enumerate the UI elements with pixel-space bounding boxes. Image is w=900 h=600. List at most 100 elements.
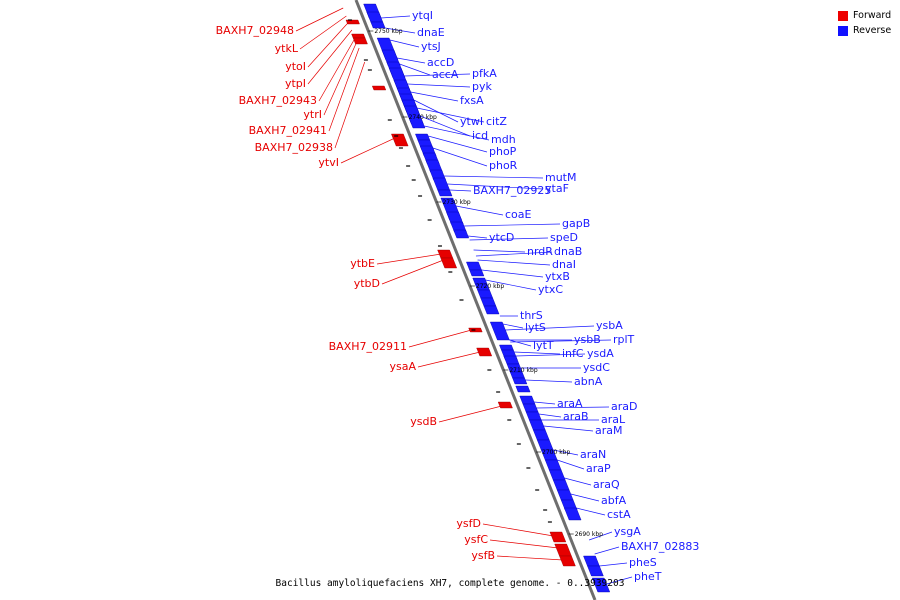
forward-gene-label[interactable]: ytbD <box>354 277 380 290</box>
forward-leader-line <box>340 137 396 164</box>
reverse-gene-label[interactable]: gapB <box>562 217 590 230</box>
reverse-gene-label[interactable]: accD <box>427 56 454 69</box>
reverse-gene-label[interactable]: infC <box>562 347 584 360</box>
forward-gene <box>437 249 454 259</box>
reverse-gene-label[interactable]: pheT <box>634 570 662 583</box>
forward-gene <box>549 531 567 543</box>
reverse-gene-label[interactable]: dnaB <box>554 245 582 258</box>
reverse-gene-label[interactable]: BAXH7_02925 <box>473 184 551 197</box>
reverse-gene-label[interactable]: ysdC <box>583 361 610 374</box>
reverse-gene-label[interactable]: mdh <box>491 133 516 146</box>
reverse-gene-label[interactable]: dnaI <box>552 258 576 271</box>
reverse-gene-label[interactable]: citZ <box>486 115 507 128</box>
reverse-gene-label[interactable]: ysgA <box>614 525 641 538</box>
reverse-gene-label[interactable]: abnA <box>574 375 603 388</box>
forward-gene-label[interactable]: ysdB <box>410 415 437 428</box>
reverse-gene-label[interactable]: thrS <box>520 309 543 322</box>
forward-leader-line <box>323 41 358 116</box>
forward-gene-label[interactable]: BAXH7_02948 <box>216 24 294 37</box>
reverse-gene-label[interactable]: phoP <box>489 145 517 158</box>
forward-gene-label[interactable]: ytoI <box>285 60 306 73</box>
reverse-gene-label[interactable]: mutM <box>545 171 577 184</box>
reverse-leader-line <box>525 379 573 383</box>
forward-gene <box>554 543 572 557</box>
reverse-gene-label[interactable]: araQ <box>593 478 620 491</box>
reverse-gene <box>453 229 470 239</box>
reverse-gene <box>403 105 426 129</box>
forward-leader-line <box>318 37 356 102</box>
forward-leader-line <box>334 61 366 149</box>
reverse-leader-line <box>469 237 549 241</box>
reverse-gene <box>548 469 566 481</box>
reverse-gene-label[interactable]: araD <box>611 400 637 413</box>
reverse-gene-label[interactable]: ysbB <box>574 333 601 346</box>
reverse-leader-line <box>413 99 459 123</box>
reverse-gene-label[interactable]: coaE <box>505 208 532 221</box>
reverse-leader-line <box>505 325 595 331</box>
reverse-gene-label[interactable]: araA <box>557 397 583 410</box>
reverse-gene-label[interactable]: ytxB <box>545 270 570 283</box>
reverse-gene-label[interactable]: ytqI <box>412 9 433 22</box>
forward-gene-label[interactable]: BAXH7_02938 <box>255 141 333 154</box>
forward-gene-label[interactable]: ysfD <box>456 517 481 530</box>
reverse-gene-label[interactable]: nrdR <box>527 245 553 258</box>
reverse-leader-line <box>407 83 471 88</box>
reverse-gene-label[interactable]: lytT <box>533 339 554 352</box>
kbp-tick-label: 2700 kbp <box>542 449 570 456</box>
forward-gene-label[interactable]: ytvI <box>318 156 339 169</box>
reverse-gene-label[interactable]: pfkA <box>472 67 497 80</box>
reverse-gene-label[interactable]: araB <box>563 410 589 423</box>
map-caption: Bacillus amyloliquefaciens XH7, complete… <box>275 578 625 589</box>
forward-gene-label[interactable]: ytrI <box>303 108 322 121</box>
reverse-gene <box>477 289 493 299</box>
reverse-gene-label[interactable]: cstA <box>607 508 631 521</box>
reverse-gene-label[interactable]: dnaE <box>417 26 445 39</box>
forward-gene-label[interactable]: ytbE <box>350 257 375 270</box>
reverse-gene-label[interactable]: ytxC <box>538 283 563 296</box>
reverse-leader-line <box>455 205 504 216</box>
forward-gene-label[interactable]: ysfB <box>471 549 495 562</box>
reverse-gene-label[interactable]: BAXH7_02883 <box>621 540 699 553</box>
reverse-leader-line <box>510 339 612 343</box>
reverse-gene-label[interactable]: fxsA <box>460 94 484 107</box>
reverse-gene <box>503 355 520 365</box>
reverse-gene-label[interactable]: ytwI <box>460 115 483 128</box>
reverse-gene-label[interactable]: pyk <box>472 80 492 93</box>
forward-gene-label[interactable]: ysaA <box>389 360 416 373</box>
reverse-gene-label[interactable]: ysbA <box>596 319 623 332</box>
reverse-gene-label[interactable]: accA <box>432 68 459 81</box>
kbp-tick-label: 2730 kbp <box>442 199 470 206</box>
reverse-leader-line <box>557 459 585 470</box>
reverse-gene-label[interactable]: icd <box>472 129 488 142</box>
forward-gene-label[interactable]: ysfC <box>464 533 488 546</box>
reverse-gene <box>528 419 546 431</box>
reverse-gene-label[interactable]: ytcD <box>489 231 514 244</box>
reverse-gene-label[interactable]: speD <box>550 231 578 244</box>
forward-gene-label[interactable]: BAXH7_02943 <box>239 94 317 107</box>
forward-gene-label[interactable]: BAXH7_02941 <box>249 124 327 137</box>
reverse-leader-line <box>485 279 537 291</box>
reverse-gene-label[interactable]: araP <box>586 462 611 475</box>
forward-gene-label[interactable]: ytpI <box>285 77 306 90</box>
reverse-gene <box>532 429 550 441</box>
reverse-gene-label[interactable]: araL <box>601 413 626 426</box>
reverse-gene <box>515 385 531 393</box>
forward-gene <box>391 133 409 147</box>
reverse-gene-label[interactable]: araN <box>580 448 606 461</box>
forward-leader-line <box>381 259 444 285</box>
reverse-gene-label[interactable]: lytS <box>525 321 546 334</box>
reverse-leader-line <box>410 91 459 102</box>
reverse-gene-label[interactable]: rplT <box>613 333 635 346</box>
reverse-gene-label[interactable]: ysdA <box>587 347 614 360</box>
reverse-gene-label[interactable]: ytsJ <box>421 40 441 53</box>
legend: Forward Reverse <box>838 8 891 38</box>
reverse-gene <box>556 489 574 501</box>
reverse-gene-label[interactable]: phoR <box>489 159 518 172</box>
reverse-gene-label[interactable]: abfA <box>601 494 627 507</box>
forward-gene-label[interactable]: ytkL <box>275 42 299 55</box>
reverse-leader-line <box>397 57 426 64</box>
reverse-gene-label[interactable]: araM <box>595 424 623 437</box>
reverse-gene-label[interactable]: pheS <box>629 556 657 569</box>
forward-gene-label[interactable]: BAXH7_02911 <box>329 340 407 353</box>
reverse-gene-label[interactable]: ytaF <box>545 182 569 195</box>
